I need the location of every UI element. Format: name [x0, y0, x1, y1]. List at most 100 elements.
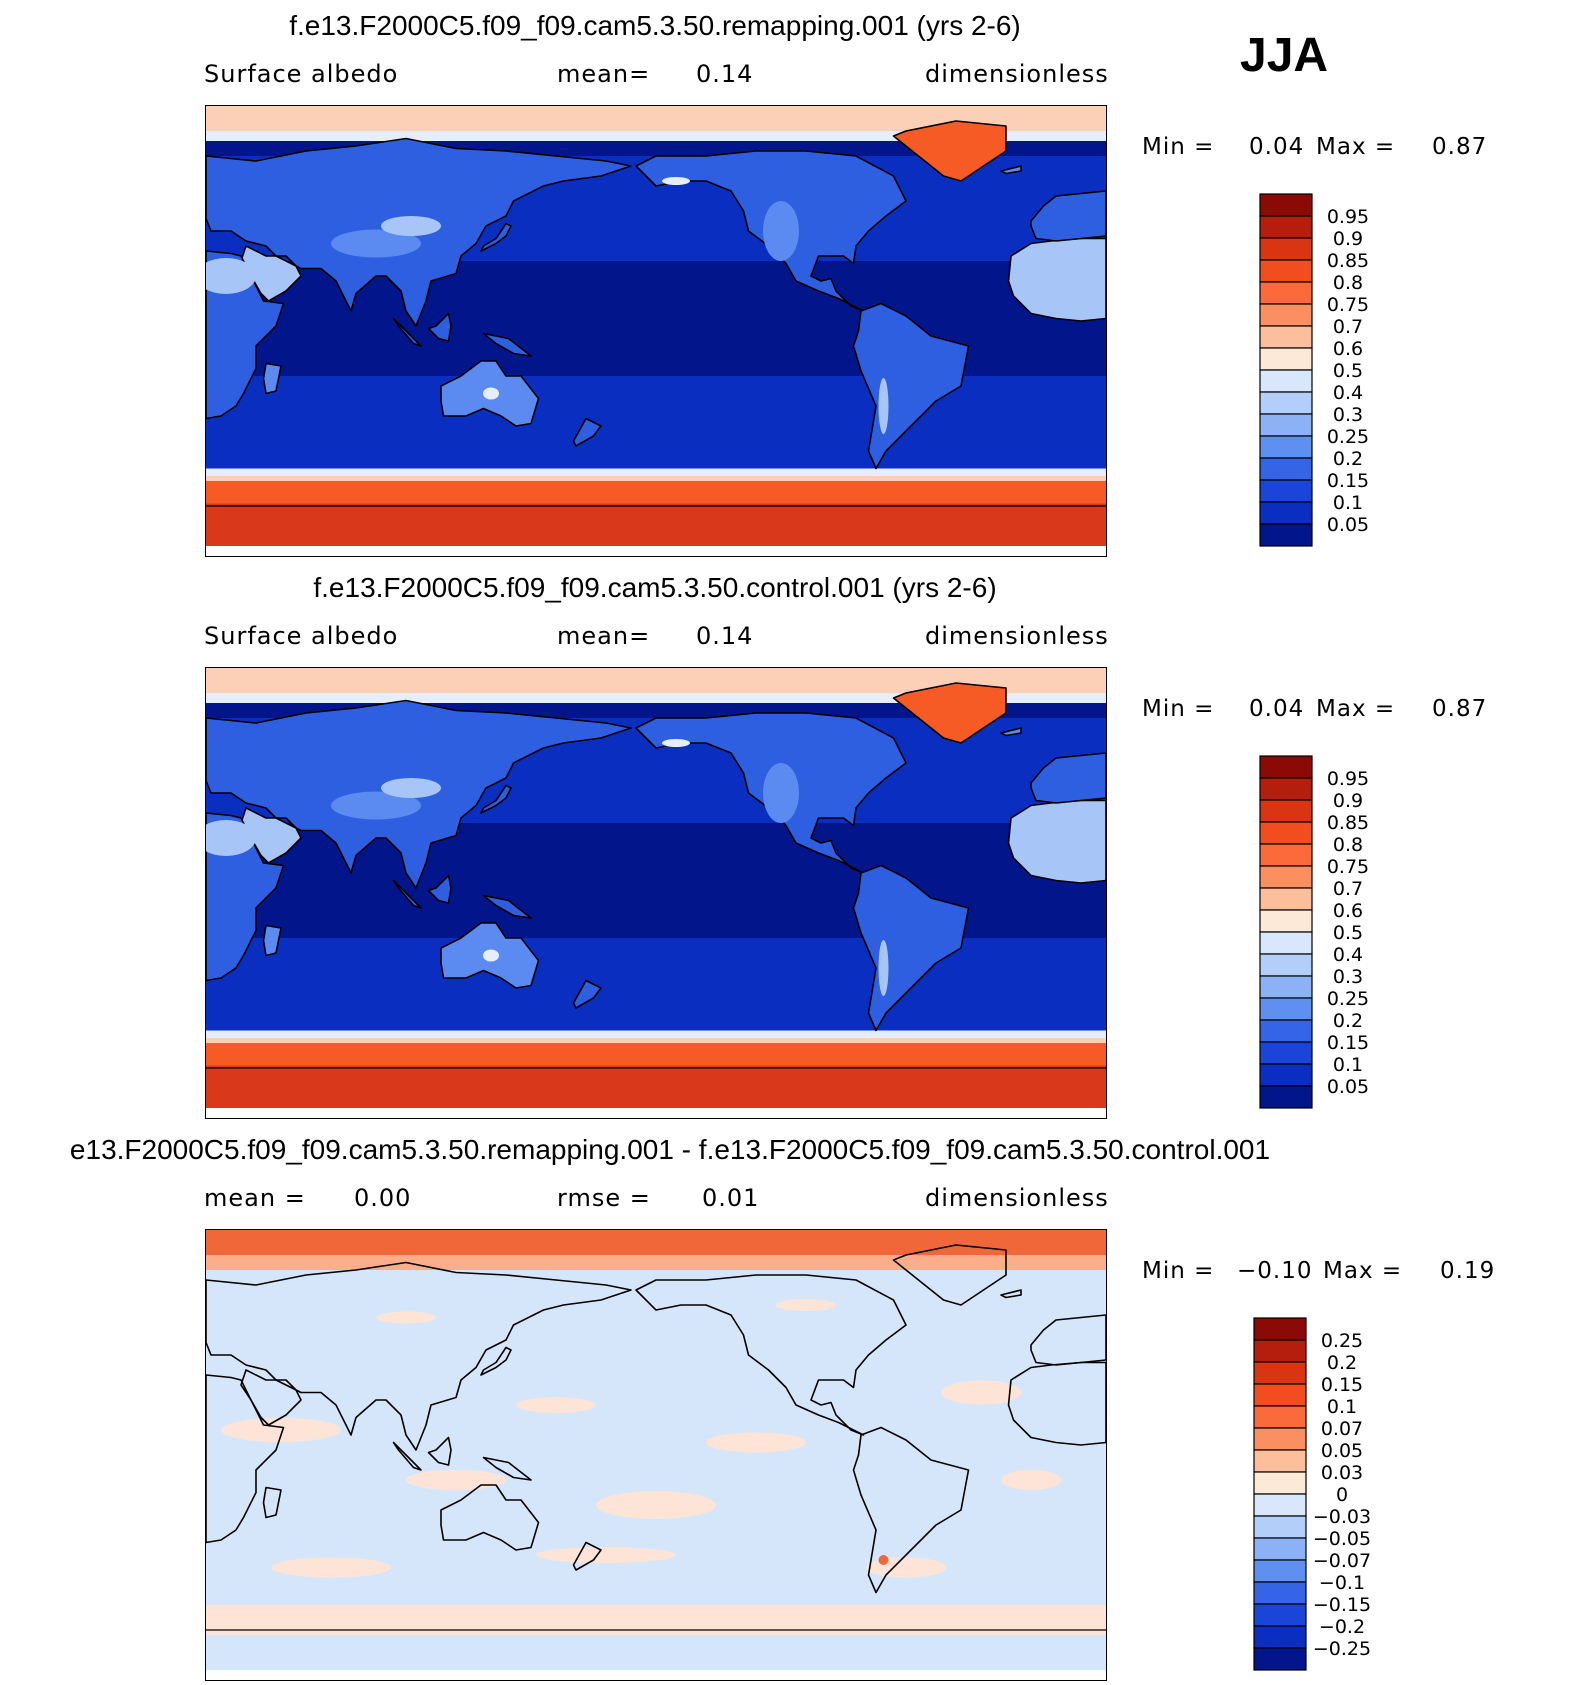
panel-3-title: e13.F2000C5.f09_f09.cam5.3.50.remapping.…	[69, 1134, 1271, 1165]
colorbar-box	[1259, 1041, 1313, 1065]
colorbar-tick-label: 0	[1336, 1484, 1348, 1506]
colorbar-tick-label: −0.03	[1313, 1506, 1371, 1528]
colorbar-box	[1259, 215, 1313, 239]
panel-1-max-value: 0.87	[1432, 134, 1488, 160]
colorbar-tick-label: 0.95	[1327, 206, 1369, 228]
colorbar-tick-label: 0.1	[1333, 492, 1363, 514]
colorbar-box	[1259, 391, 1313, 415]
colorbar-tick-label: 0.6	[1333, 900, 1363, 922]
season-label: JJA	[1240, 29, 1329, 82]
colorbar-box	[1259, 259, 1313, 283]
colorbar-box	[1259, 865, 1313, 889]
panel-3-mean-label: mean =	[204, 1184, 306, 1212]
colorbar-tick-label: 0.8	[1333, 834, 1363, 856]
colorbar-box	[1259, 501, 1313, 525]
colorbar-tick-label: 0.7	[1333, 316, 1363, 338]
colorbar-box	[1259, 237, 1313, 261]
panel-1-mean-value: 0.14	[696, 60, 754, 88]
colorbar-tick-label: −0.1	[1319, 1572, 1365, 1594]
colorbar-tick-label: 0.2	[1327, 1352, 1357, 1374]
colorbar-tick-label: −0.05	[1313, 1528, 1371, 1550]
panel-2-mean-label: mean=	[557, 622, 651, 650]
colorbar-box	[1253, 1515, 1307, 1539]
colorbar-tick-label: −0.2	[1319, 1616, 1365, 1638]
panel-1-units: dimensionless	[925, 60, 1109, 88]
colorbar-tick-label: 0.05	[1327, 514, 1369, 536]
panel-2-max-value: 0.87	[1432, 696, 1488, 722]
panel-1-min-value: 0.04	[1249, 134, 1305, 160]
colorbar-tick-label: 0.07	[1321, 1418, 1363, 1440]
colorbar-box	[1259, 347, 1313, 371]
panel-1-max-label: Max =	[1316, 134, 1396, 160]
colorbar-tick-label: 0.05	[1327, 1076, 1369, 1098]
colorbar-tick-label: 0.25	[1327, 426, 1369, 448]
colorbar-box	[1253, 1625, 1307, 1649]
colorbar-tick-label: 0.95	[1327, 768, 1369, 790]
panel-2-colorbar: 0.95 0.9 0.85 0.8 0.75 0.7 0.6 0.5 0.4 0.3 0.25 0.2…	[1258, 754, 1418, 1114]
colorbar-box	[1259, 369, 1313, 393]
colorbar-tick-label: 0.03	[1321, 1462, 1363, 1484]
colorbar-box	[1253, 1581, 1307, 1605]
colorbar-tick-label: 0.15	[1327, 470, 1369, 492]
panel-3-colorbar-svg: 0.250.20.150.10.070.050.030−0.03−0.05−0.…	[1253, 1317, 1371, 1671]
colorbar-tick-label: −0.25	[1313, 1638, 1371, 1660]
colorbar-tick-label: 0.9	[1333, 790, 1363, 812]
colorbar-box	[1259, 435, 1313, 459]
panel-3-min-value: −0.10	[1237, 1258, 1313, 1284]
colorbar-box	[1253, 1339, 1307, 1363]
colorbar-box	[1259, 975, 1313, 999]
panel-1-min-label: Min =	[1142, 134, 1215, 160]
colorbar-box	[1253, 1427, 1307, 1451]
panel-3-units: dimensionless	[925, 1184, 1109, 1212]
colorbar-box	[1259, 1019, 1313, 1043]
colorbar-tick-label: 0.75	[1327, 856, 1369, 878]
colorbar-box	[1259, 303, 1313, 327]
panel-3-map	[205, 1229, 1107, 1681]
panel-1-colorbar: 0.95 0.9 0.85 0.8 0.75 0.7 0.6 0.5 0.4 0.3 0.25 0.2…	[1258, 192, 1418, 552]
colorbar-tick-label: 0.1	[1327, 1396, 1357, 1418]
panel-2-title: f.e13.F2000C5.f09_f09.cam5.3.50.control.…	[313, 572, 997, 603]
panel-1-map-field	[206, 106, 1106, 556]
colorbar-tick-label: 0.3	[1333, 966, 1363, 988]
colorbar-box	[1259, 997, 1313, 1021]
colorbar-tick-label: 0.6	[1333, 338, 1363, 360]
colorbar-box	[1259, 821, 1313, 845]
colorbar-box	[1253, 1405, 1307, 1429]
colorbar-tick-label: 0.25	[1321, 1330, 1363, 1352]
colorbar-tick-label: 0.3	[1333, 404, 1363, 426]
colorbar-tick-label: 0.2	[1333, 448, 1363, 470]
colorbar-box	[1259, 887, 1313, 911]
panel-1-map	[205, 105, 1107, 557]
colorbar-box	[1253, 1537, 1307, 1561]
colorbar-box	[1259, 953, 1313, 977]
panel-3-colorbar: 0.25 0.2 0.15 0.1 0.07 0.05 0.03 0 −0.03 −0.05 −0.…	[1252, 1316, 1422, 1676]
panel-3-map-field	[206, 1230, 1106, 1680]
colorbar-box	[1253, 1493, 1307, 1517]
colorbar-box	[1253, 1361, 1307, 1385]
colorbar-box	[1259, 281, 1313, 305]
colorbar-tick-label: 0.9	[1333, 228, 1363, 250]
colorbar-tick-label: 0.25	[1327, 988, 1369, 1010]
panel-1-variable-label: Surface albedo	[204, 60, 399, 88]
colorbar-box	[1259, 843, 1313, 867]
colorbar-tick-label: 0.85	[1327, 812, 1369, 834]
colorbar-tick-label: 0.75	[1327, 294, 1369, 316]
colorbar-tick-label: 0.15	[1321, 1374, 1363, 1396]
colorbar-tick-label: 0.1	[1333, 1054, 1363, 1076]
colorbar-tick-label: 0.85	[1327, 250, 1369, 272]
panel-1-colorbar-svg: 0.950.90.850.80.750.70.60.50.40.30.250.2…	[1259, 193, 1369, 547]
colorbar-box	[1259, 413, 1313, 437]
colorbar-tick-label: 0.5	[1333, 922, 1363, 944]
panel-3-mean-value: 0.00	[354, 1184, 412, 1212]
panel-1-title: f.e13.F2000C5.f09_f09.cam5.3.50.remappin…	[289, 10, 1021, 41]
panel-3-max-value: 0.19	[1440, 1258, 1496, 1284]
colorbar-box	[1259, 1063, 1313, 1087]
colorbar-box	[1259, 1085, 1313, 1109]
panel-2-mean-value: 0.14	[696, 622, 754, 650]
colorbar-box	[1259, 457, 1313, 481]
panel-2-colorbar-svg: 0.950.90.850.80.750.70.60.50.40.30.250.2…	[1259, 755, 1369, 1109]
panel-1-mean-label: mean=	[557, 60, 651, 88]
colorbar-tick-label: 0.4	[1333, 944, 1363, 966]
colorbar-box	[1253, 1647, 1307, 1671]
colorbar-tick-label: −0.07	[1313, 1550, 1371, 1572]
